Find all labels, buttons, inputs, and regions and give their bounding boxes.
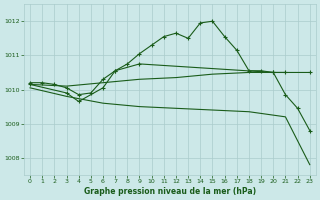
X-axis label: Graphe pression niveau de la mer (hPa): Graphe pression niveau de la mer (hPa)	[84, 187, 256, 196]
